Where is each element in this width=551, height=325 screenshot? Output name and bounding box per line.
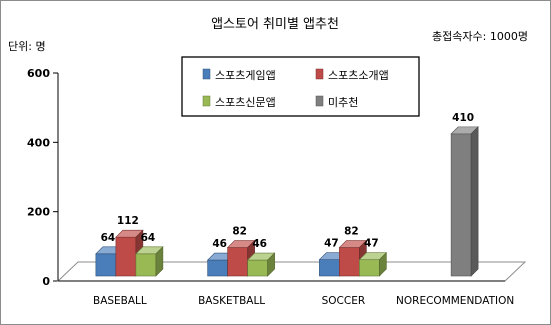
category-label: NORECOMMENDATION [396, 295, 514, 307]
bar-front [359, 259, 380, 277]
data-label: 64 [141, 232, 156, 244]
legend-swatch [315, 68, 324, 80]
bar-front [450, 133, 472, 277]
bar-front [95, 253, 117, 277]
category-label: SOCCER [322, 295, 366, 307]
bars [95, 126, 479, 277]
data-label: 47 [364, 238, 379, 250]
data-label: 82 [344, 226, 359, 238]
data-label: 410 [452, 112, 474, 124]
legend-label: 미추천 [328, 95, 358, 109]
data-label: 47 [324, 238, 339, 250]
data-label: 46 [212, 238, 227, 250]
legend-swatch [315, 95, 324, 107]
y-tick-label: 600 [27, 67, 50, 80]
chart-floor [56, 261, 527, 282]
bar-side [470, 126, 479, 277]
y-tick-label: 400 [27, 136, 50, 149]
data-label: 82 [232, 226, 247, 238]
legend-box [181, 56, 420, 117]
legend-label: 스포츠소개앱 [328, 69, 389, 82]
bar-front [115, 236, 137, 277]
axes: 0 200 400 600 [27, 67, 59, 288]
chart-title: 앱스토어 취미별 앱추천 [211, 17, 339, 32]
bar-side [267, 252, 275, 277]
y-tick-label: 0 [42, 275, 50, 288]
legend-swatch [202, 68, 211, 80]
legend-label: 스포츠게임앱 [215, 69, 276, 82]
data-label: 46 [252, 238, 267, 250]
bar-front [227, 247, 248, 277]
legend-swatch [202, 95, 211, 107]
bar-front [247, 259, 268, 277]
bar-front [339, 247, 360, 277]
unit-label: 단위: 명 [8, 40, 46, 53]
total-visitors-annotation: 총접속자수: 1000명 [432, 30, 528, 43]
bar-front [207, 259, 228, 277]
data-label: 64 [101, 232, 116, 244]
bar-front [319, 259, 340, 277]
category-labels: BASEBALL BASKETBALL SOCCER NORECOMMENDATION [93, 295, 514, 307]
y-tick-label: 200 [27, 206, 50, 219]
category-label: BASEBALL [93, 295, 147, 307]
bar-side [379, 251, 387, 277]
bar-side [155, 246, 164, 277]
data-label: 112 [117, 215, 139, 227]
bar-front [135, 253, 157, 277]
legend-label: 스포츠신문앱 [215, 96, 276, 109]
category-label: BASKETBALL [198, 295, 265, 307]
